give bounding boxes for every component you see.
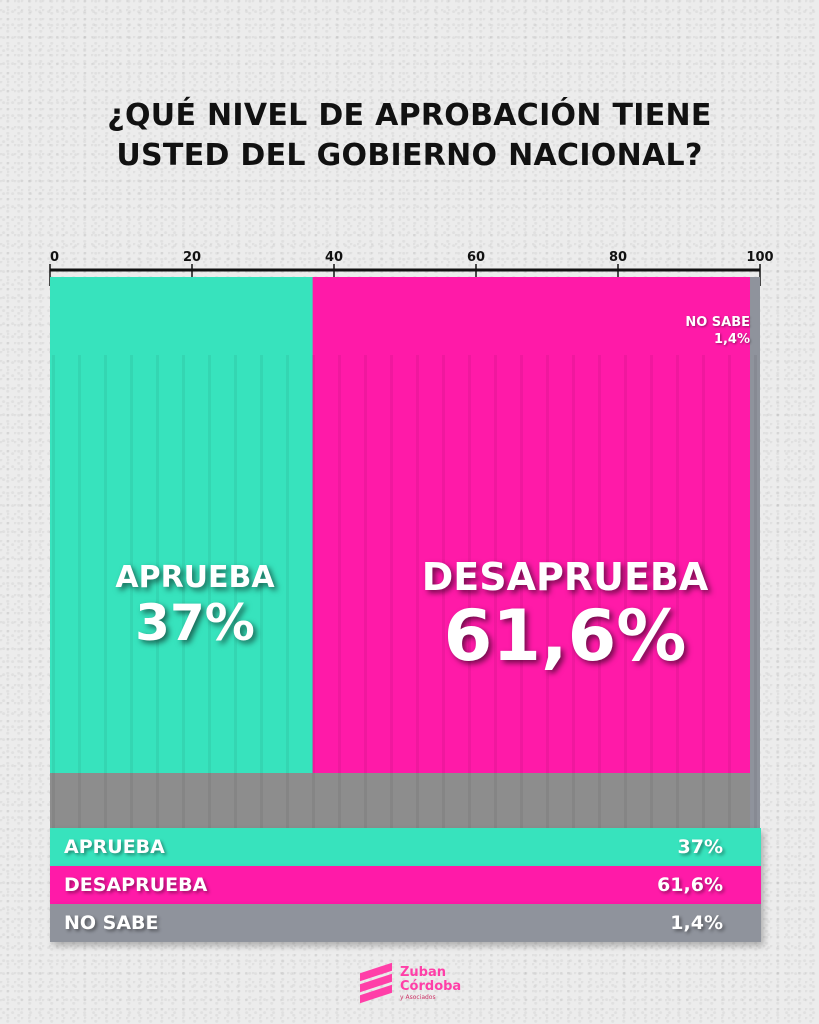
brand-logo: Zuban Córdoba y Asociados xyxy=(360,962,470,1006)
legend-row-desaprueba: DESAPRUEBA 61,6% xyxy=(50,866,761,904)
aprueba-value: 37% xyxy=(135,594,255,652)
legend: APRUEBA 37% DESAPRUEBA 61,6% NO SABE 1,4… xyxy=(50,828,761,942)
nosabe-value: 1,4% xyxy=(713,332,750,347)
legend-label-desaprueba: DESAPRUEBA xyxy=(64,874,208,896)
legend-row-nosabe: NO SABE 1,4% xyxy=(50,904,761,942)
legend-label-aprueba: APRUEBA xyxy=(64,836,165,858)
x-tick-label-40: 40 xyxy=(325,250,343,265)
aprueba-big-label: APRUEBA 37% xyxy=(50,560,340,650)
chart-title: ¿QUÉ NIVEL DE APROBACIÓN TIENE USTED DEL… xyxy=(0,96,819,176)
legend-value-nosabe: 1,4% xyxy=(670,912,723,934)
x-tick-label-80: 80 xyxy=(609,250,627,265)
legend-value-aprueba: 37% xyxy=(677,836,723,858)
aprueba-name: APRUEBA xyxy=(115,560,275,595)
x-tick-label-0: 0 xyxy=(50,250,59,265)
x-tick-label-60: 60 xyxy=(467,250,485,265)
legend-label-nosabe: NO SABE xyxy=(64,912,159,934)
nosabe-label: NO SABE 1,4% xyxy=(620,314,750,348)
nosabe-name: NO SABE xyxy=(685,315,750,330)
legend-value-desaprueba: 61,6% xyxy=(657,874,723,896)
logo-line-2: Córdoba xyxy=(400,979,462,994)
bars xyxy=(50,277,760,828)
desaprueba-name: DESAPRUEBA xyxy=(421,555,709,599)
x-tick-label-100: 100 xyxy=(746,250,773,265)
logo-mark-icon xyxy=(360,962,394,1004)
logo-line-3: y Asociados xyxy=(400,994,436,1001)
logo-line-1: Zuban xyxy=(400,965,447,980)
photo-overlay xyxy=(50,355,760,828)
desaprueba-value: 61,6% xyxy=(443,595,687,677)
desaprueba-big-label: DESAPRUEBA 61,6% xyxy=(400,556,730,674)
legend-row-aprueba: APRUEBA 37% xyxy=(50,828,761,866)
chart-title-line-2: USTED DEL GOBIERNO NACIONAL? xyxy=(116,138,703,173)
chart-title-line-1: ¿QUÉ NIVEL DE APROBACIÓN TIENE xyxy=(107,98,712,133)
logo-text: Zuban Córdoba y Asociados xyxy=(400,966,461,1002)
x-tick-label-20: 20 xyxy=(183,250,201,265)
